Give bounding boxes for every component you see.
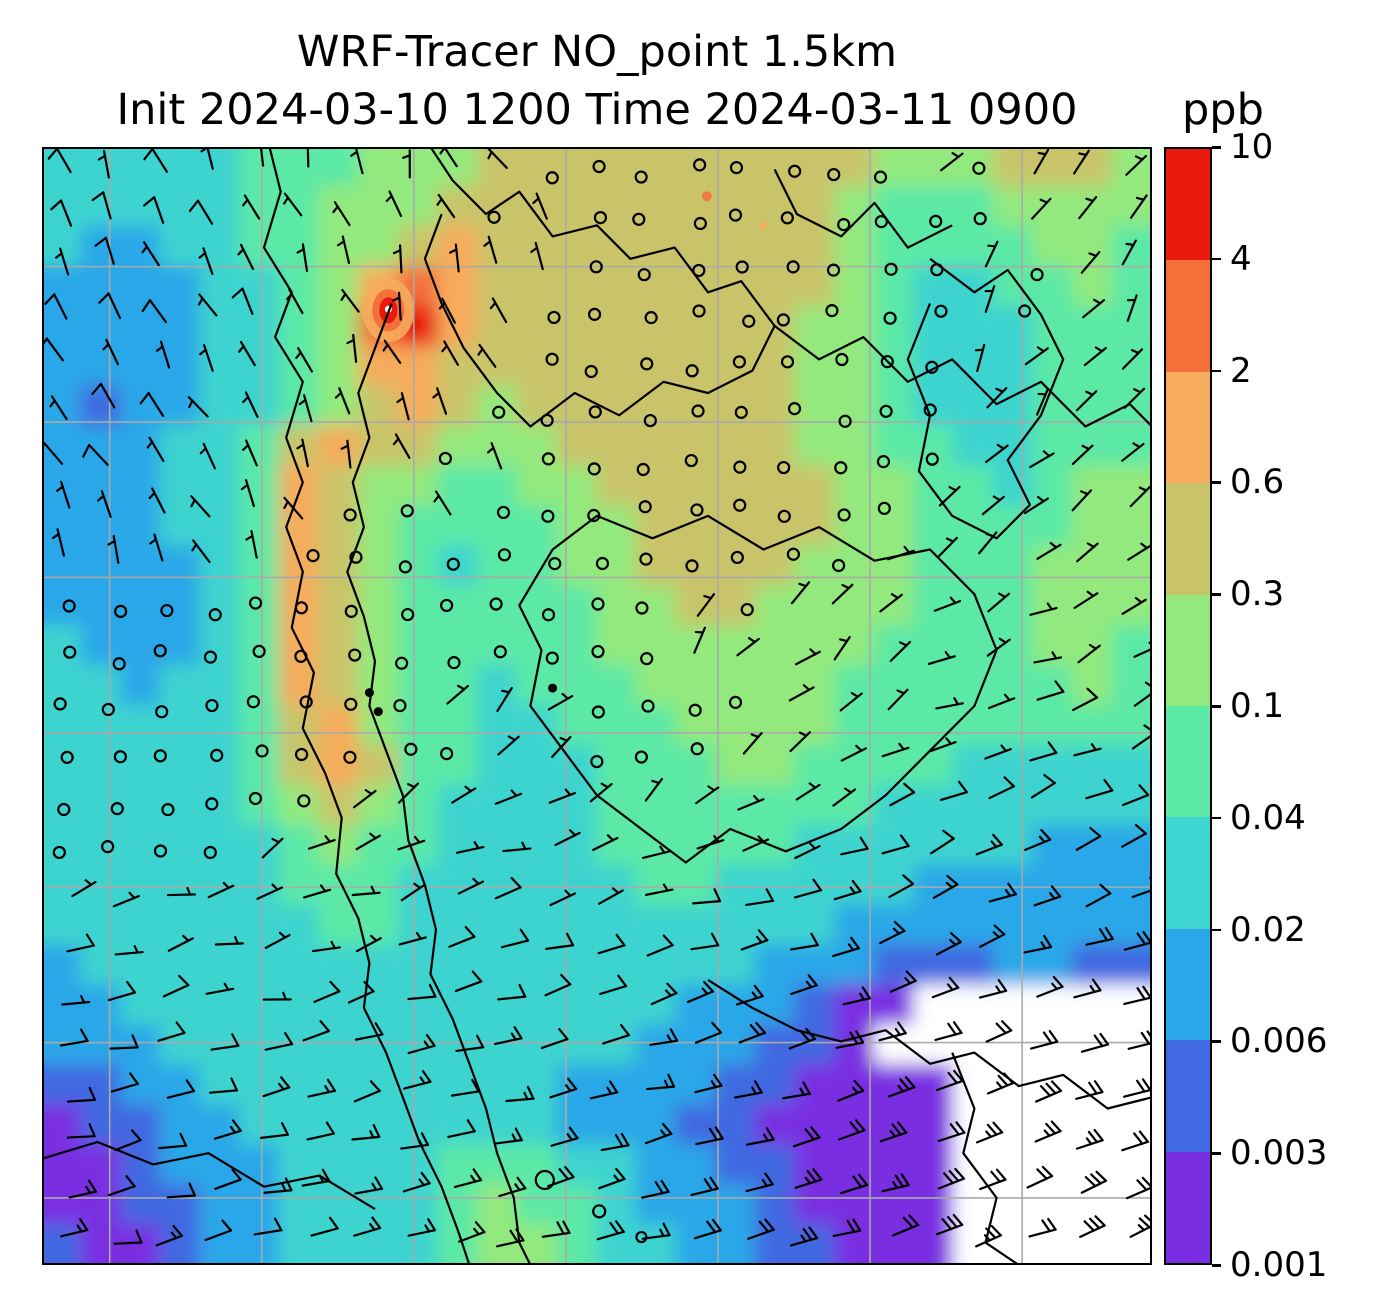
colorbar-tick-label: 0.001 [1230,1243,1327,1287]
colorbar-tickmark [1212,705,1221,708]
colorbar-tick-label: 10 [1230,125,1273,169]
colorbar-tick-label: 0.003 [1230,1131,1327,1175]
colorbar-tickmark [1212,929,1221,932]
colorbar-tick-label: 0.1 [1230,684,1284,728]
colorbar-segment [1166,1040,1210,1151]
colorbar-tickmark [1212,258,1221,261]
colorbar-segment [1166,1152,1210,1263]
colorbar-tickmark [1212,817,1221,820]
colorbar-tick-label: 0.04 [1230,796,1306,840]
colorbar-tickmark [1212,481,1221,484]
colorbar-segment [1166,817,1210,928]
colorbar-segment [1166,595,1210,706]
plot-title-line2: Init 2024-03-10 1200 Time 2024-03-11 090… [42,84,1152,136]
figure-canvas: WRF-Tracer NO_point 1.5km Init 2024-03-1… [0,0,1400,1313]
colorbar-segment [1166,372,1210,483]
colorbar-tickmark [1212,1040,1221,1043]
colorbar-tick-label: 0.006 [1230,1019,1327,1063]
colorbar-segment [1166,260,1210,371]
colorbar-tickmark [1212,593,1221,596]
colorbar-tickmark [1212,1152,1221,1155]
colorbar-tick-label: 0.02 [1230,908,1306,952]
colorbar-tickmark [1212,1264,1221,1267]
colorbar-tick-label: 2 [1230,349,1252,393]
colorbar [1164,147,1212,1265]
colorbar-segment [1166,483,1210,594]
plot-title-line1: WRF-Tracer NO_point 1.5km [42,26,1152,78]
map-plot [42,147,1152,1265]
colorbar-tick-label: 0.3 [1230,572,1284,616]
colorbar-tickmark [1212,370,1221,373]
colorbar-tickmark [1212,146,1221,149]
colorbar-segment [1166,149,1210,260]
colorbar-tick-label: 4 [1230,237,1252,281]
colorbar-segment [1166,929,1210,1040]
colorbar-tick-label: 0.6 [1230,460,1284,504]
colorbar-segment [1166,706,1210,817]
